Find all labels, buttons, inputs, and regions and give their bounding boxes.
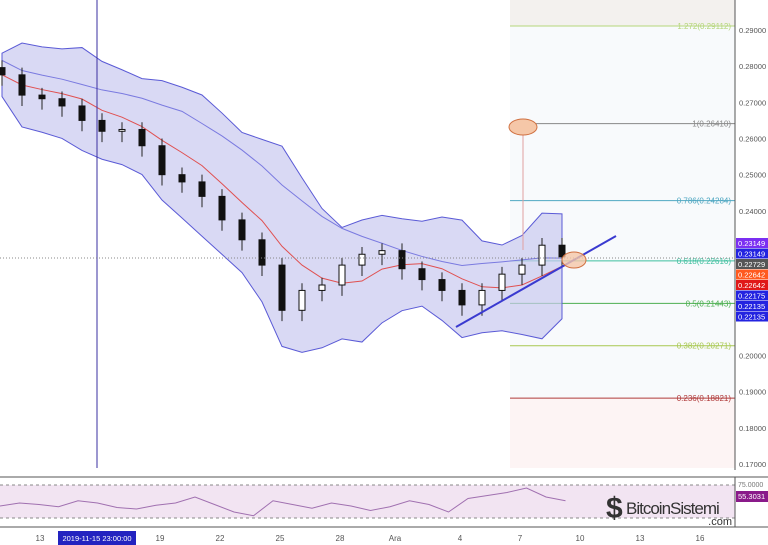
crosshair-date-label: 2019-11-15 23:00:00 [62,534,131,543]
logo-mark: $ [606,492,623,525]
candle [198,181,206,197]
price-label-badge [736,290,768,301]
price-label-badge [736,311,768,322]
candle [78,105,86,121]
price-tick-label: 0.18000 [739,424,766,433]
crosshair-date-badge [58,531,136,545]
time-tick-label: 4 [458,534,463,543]
fib-level-label: 0.5(0.21443) [686,299,732,308]
marker-ellipse [561,251,587,269]
logo-com: .com [708,516,732,528]
price-label-text: 0.23149 [738,250,765,259]
price-label-text: 0.22642 [738,281,765,290]
price-label-text: 0.22642 [738,271,765,280]
candle [378,250,386,255]
fib-level-label: 0.786(0.24284) [677,197,732,206]
price-tick-label: 0.17000 [739,460,766,469]
price-tick-label: 0.25000 [739,171,766,180]
price-label-badge [736,248,768,259]
candle [458,289,466,306]
price-tick-label: 0.20000 [739,352,766,361]
price-tick-label: 0.27000 [739,98,766,107]
candle [538,244,546,266]
price-label-text: 0.22135 [738,302,765,311]
price-label-badge [736,238,768,248]
candle [298,289,306,311]
rsi-upper-label: 75.0000 [738,482,763,489]
candle [438,279,446,291]
candle [278,264,286,311]
candle [178,174,186,183]
logo-text: BitcoinSistemi [626,499,720,518]
price-tick-label: 0.26000 [739,135,766,144]
candle [38,94,46,100]
price-tick-label: 0.28000 [739,62,766,71]
time-tick-label: 13 [636,534,645,543]
rsi-band [0,485,735,518]
candle [398,250,406,270]
candle [138,128,146,147]
candle [0,67,6,76]
time-tick-label: 16 [696,534,705,543]
price-tick-label: 0.24000 [739,207,766,216]
fib-level-label: 0.618(0.22616) [677,257,732,266]
fib-zone-bottom [510,398,735,468]
fib-zone-top [510,0,735,26]
time-tick-label: 7 [518,534,523,543]
candle [358,253,366,266]
time-tick-label: 22 [216,534,225,543]
price-tick-label: 0.29000 [739,26,766,35]
fib-level-label: 0.236(0.18821) [677,394,732,403]
rsi-value-badge [736,491,768,502]
marker-ellipse [508,118,538,136]
candle [498,273,506,291]
candle [158,145,166,176]
candle [338,264,346,286]
candle [98,119,106,132]
price-label-text: 0.22175 [738,292,765,301]
moving-average-line [1,74,563,289]
fib-level-label: 0.382(0.20271) [677,342,732,351]
price-label-badge [736,280,768,290]
price-label-text: 0.22729 [738,260,765,269]
candle [18,74,26,96]
candle [478,289,486,306]
bitcoinsistemi-logo: $ BitcoinSistemi .com [606,492,732,529]
candle [318,284,326,291]
time-tick-label: Ara [389,534,402,543]
fib-level-label: 1(0.26410) [692,120,731,129]
fib-level-label: 1.272(0.29112) [677,22,731,31]
time-tick-label: 28 [336,534,345,543]
candle [558,244,566,258]
rsi-value-label: 55.3031 [738,492,765,501]
fib-zone [510,25,735,399]
price-label-badge [736,301,768,311]
long-moving-average-line [1,59,563,266]
time-tick-label: 13 [36,534,45,543]
time-tick-label: 19 [156,534,165,543]
time-tick-label: 10 [576,534,585,543]
candle [58,98,66,107]
candle [218,195,226,221]
price-tick-label: 0.19000 [739,388,766,397]
candle [118,128,126,132]
price-label-badge [736,259,768,269]
time-tick-label: 25 [276,534,285,543]
trend-line [455,235,617,328]
price-label-text: 0.22135 [738,313,765,322]
price-label-badge [736,269,768,280]
candle [518,264,526,275]
candle [258,239,266,266]
rsi-line [0,487,566,517]
price-label-text: 0.23149 [738,239,765,248]
candle [418,268,426,281]
candle [238,219,246,241]
